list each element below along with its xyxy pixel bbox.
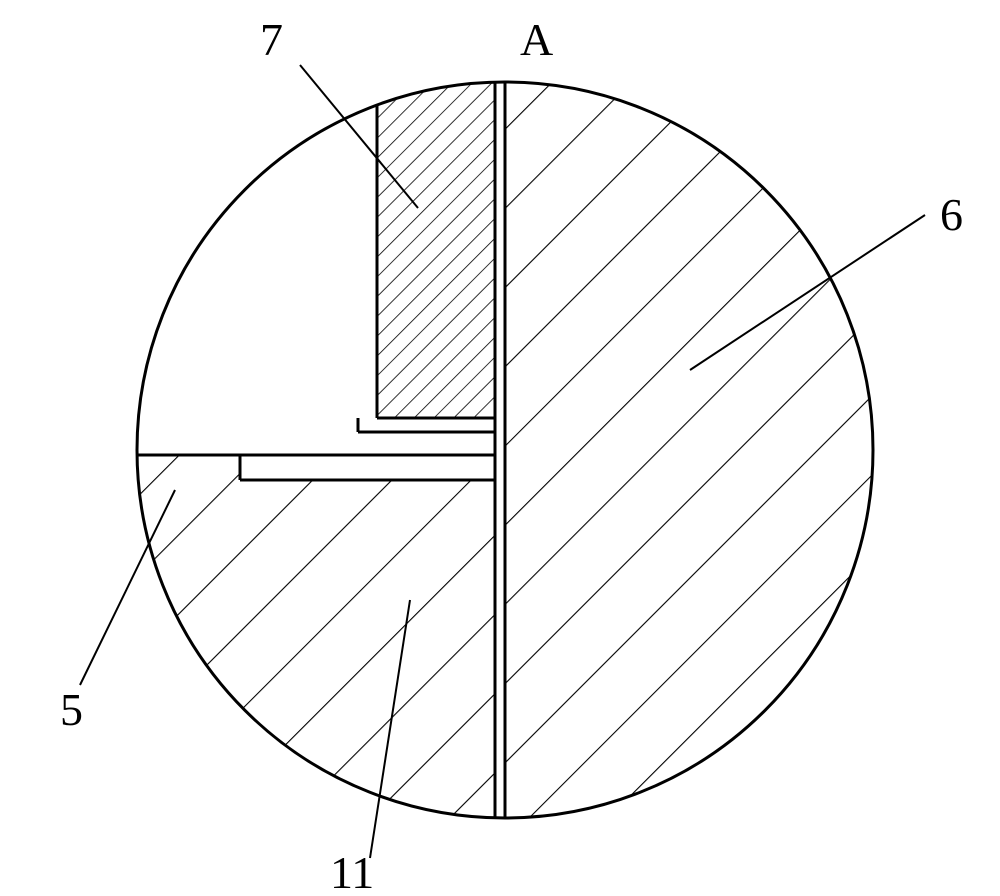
label-7: 7: [260, 14, 283, 65]
label-6: 6: [940, 189, 963, 240]
label-11: 11: [330, 847, 374, 896]
label-5: 5: [60, 684, 83, 735]
label-a: A: [520, 14, 553, 65]
diagram-svg: A 7 6 5 11: [0, 0, 1000, 896]
